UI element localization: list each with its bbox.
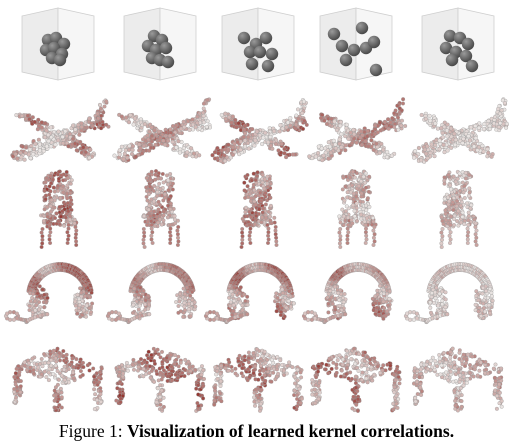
table-cloud-1 [12, 346, 104, 413]
airplane-cloud-2 [112, 97, 212, 163]
figure-caption: Figure 1: Visualization of learned kerne… [0, 416, 513, 446]
figure-canvas [3, 7, 509, 413]
kernel-box-5 [421, 7, 495, 81]
chair-cloud-5 [439, 169, 479, 249]
headphones-cloud-5 [403, 262, 495, 325]
kernel-box-3 [221, 7, 295, 81]
table-cloud-2 [114, 346, 206, 413]
figure [3, 7, 509, 413]
headphones-cloud-3 [203, 262, 296, 325]
airplane-cloud-5 [411, 97, 509, 164]
headphones-cloud-2 [105, 262, 198, 325]
kernel-box-2 [123, 7, 197, 81]
chair-cloud-1 [39, 169, 79, 249]
kernel-box-1 [21, 7, 95, 81]
headphones-cloud-1 [3, 262, 95, 325]
kernel-box-4 [319, 7, 393, 81]
table-cloud-5 [412, 346, 504, 413]
table-cloud-3 [212, 347, 304, 413]
chair-cloud-2 [141, 169, 181, 249]
chair-cloud-3 [239, 170, 279, 249]
table-cloud-4 [310, 346, 402, 413]
airplane-cloud-3 [210, 98, 309, 165]
airplane-cloud-1 [10, 98, 111, 162]
headphones-cloud-4 [301, 262, 394, 325]
airplane-cloud-4 [307, 97, 408, 163]
chair-cloud-4 [337, 169, 378, 249]
caption-text: Visualization of learned kernel correlat… [126, 421, 455, 441]
caption-prefix: Figure 1: [58, 421, 123, 441]
